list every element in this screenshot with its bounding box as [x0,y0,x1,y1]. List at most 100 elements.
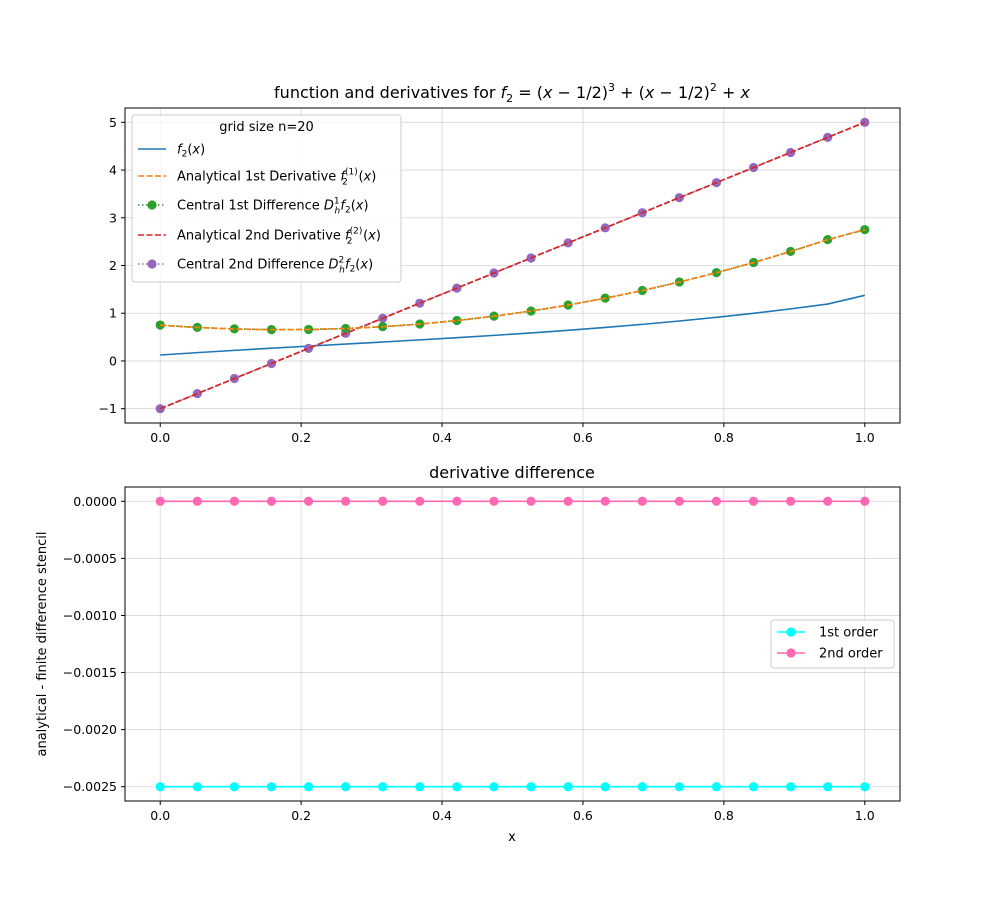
second-order-point [452,496,462,506]
central-2nd-difference-line [159,121,866,410]
bottom-y-axis-label: analytical - finite difference stencil [35,531,50,756]
central-1st-difference-point [341,323,351,334]
central-2nd-difference-point [563,238,573,248]
legend-marker-sample [147,259,157,269]
analytical-1st-derivative-line-overlay [160,228,865,331]
second-order-point [563,496,573,506]
top-legend-title: grid size n=20 [219,120,314,135]
bottom-x-tick-label: 0.4 [432,808,452,823]
legend-label: Central 1st Difference D1 hf2(x) [177,197,369,217]
central-2nd-difference-point [860,117,870,127]
bottom-y-tick-label: −0.0005 [63,551,117,566]
central-2nd-difference-point [823,132,833,142]
top-y-tick-label: 2 [109,258,117,273]
bottom-series-group [155,496,870,792]
top-ticks: 0.0 0.2 0.4 0.6 0.8 1.0 −1 0 1 2 3 4 5 [99,115,875,445]
series-second-order-difference [155,496,870,506]
first-order-point [155,782,165,792]
bottom-y-tick-label: 0.0000 [73,494,117,509]
second-order-point [823,496,833,506]
top-y-tick-label: 3 [109,210,117,225]
top-legend-box [131,114,402,283]
legend-label: 2nd order [819,647,883,662]
second-order-point [786,496,796,506]
central-1st-difference-point [452,315,462,326]
series-f2-curve [160,294,865,356]
second-order-point [674,496,684,506]
bottom-legend-entry-first-order: 1st order [777,626,879,641]
central-1st-difference-point [155,320,165,330]
top-legend-entry-f2-curve: f2(x) [138,143,205,160]
bottom-legend-entry-second-order: 2nd order [777,647,883,662]
central-2nd-difference-point [303,343,314,353]
second-order-point [155,496,165,506]
top-y-tick-label: 0 [109,353,117,368]
second-order-point [600,496,610,506]
second-order-point [341,496,351,506]
second-order-point [229,496,239,506]
top-y-tick-label: 4 [109,163,117,178]
top-legend-entry-central-1st-difference: Central 1st Difference D1 hf2(x) [138,197,369,217]
bottom-y-tick-label: −0.0020 [63,722,117,737]
legend-marker-sample [786,648,796,658]
bottom-x-tick-label: 1.0 [855,808,875,823]
first-order-point [823,782,833,792]
top-x-tick-label: 0.6 [573,430,593,445]
bottom-legend: 1st order 2nd order [770,619,895,669]
top-x-tick-label: 0.4 [432,430,452,445]
second-order-point [711,496,722,506]
top-y-tick-label: 5 [109,115,117,130]
first-order-point [748,782,759,792]
second-order-point [860,496,870,506]
second-order-point [637,496,647,506]
first-order-point [489,782,499,792]
first-order-point [786,782,796,792]
first-order-point [860,782,870,792]
bottom-y-tick-label: −0.0015 [63,665,117,680]
top-chart-title: function and derivatives for f2 = (x − 1… [274,81,750,105]
first-order-point [341,782,351,792]
second-order-point [489,496,499,506]
bottom-x-tick-label: 0.0 [150,808,170,823]
second-order-point [192,496,202,506]
legend-label: Central 2nd Difference D2 hf2(x) [177,256,373,276]
top-series-group [155,117,870,414]
bottom-x-tick-label: 0.8 [714,808,734,823]
top-legend: grid size n=20 f2(x) Analytical 1st Deriva… [131,114,402,283]
central-1st-difference-point [526,306,536,316]
central-2nd-difference-point [674,193,684,203]
first-order-point [600,782,610,792]
bottom-plot: derivative difference 0.0 0.2 0.4 0.6 0.8 1.0… [35,463,901,845]
first-order-point [415,782,425,792]
first-order-point [674,782,684,792]
central-1st-difference-point [860,224,870,235]
first-order-point [452,782,462,792]
legend-label: Analytical 2nd Derivative f(2) 2 (x) [177,227,381,247]
top-y-tick-label: 1 [109,306,117,321]
central-2nd-difference-point [155,404,165,414]
bottom-y-tick-label: −0.0025 [63,779,117,794]
bottom-plot-frame [124,486,901,802]
second-order-point [748,496,759,506]
first-order-point [563,782,573,792]
first-order-point [378,782,388,792]
top-legend-entry-analytical-1st-derivative: Analytical 1st Derivative f(1) 2 (x) [138,168,376,188]
bottom-x-tick-label: 0.6 [573,808,593,823]
analytical-2nd-derivative-line-overlay [159,121,866,410]
second-order-point [378,496,388,506]
top-x-tick-label: 0.8 [714,430,734,445]
first-order-point [711,782,722,792]
first-order-point [229,782,239,792]
first-order-point [266,782,277,792]
legend-marker-sample [786,627,796,637]
second-order-point [526,496,536,506]
central-1st-difference-point [229,324,239,334]
legend-label: Analytical 1st Derivative f(1) 2 (x) [177,168,376,188]
top-y-tick-label: −1 [99,401,117,416]
top-x-tick-label: 1.0 [855,430,875,445]
bottom-x-tick-label: 0.2 [291,808,311,823]
central-2nd-difference-point [192,389,202,399]
top-x-tick-label: 0.0 [150,430,170,445]
bottom-chart-title: derivative difference [429,463,595,482]
second-order-point [266,496,277,506]
